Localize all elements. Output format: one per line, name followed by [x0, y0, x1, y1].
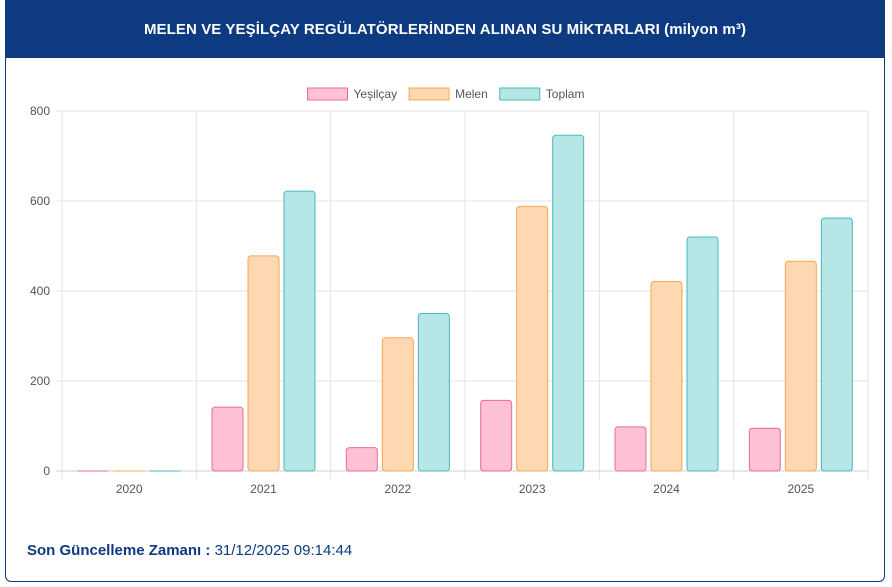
bar-toplam-2021[interactable] — [283, 190, 316, 472]
x-tick-label: 2024 — [653, 482, 680, 496]
y-tick-label: 0 — [43, 464, 50, 478]
legend-swatch-yeşilçay[interactable] — [307, 87, 349, 101]
legend-swatch-toplam[interactable] — [499, 87, 541, 101]
y-tick-label: 600 — [30, 194, 50, 208]
bar-melen-2023[interactable] — [516, 205, 549, 472]
last-update-label: Son Güncelleme Zamanı : — [27, 542, 211, 559]
last-update: Son Güncelleme Zamanı : 31/12/2025 09:14… — [27, 542, 352, 559]
bar-yeşilçay-2021[interactable] — [211, 406, 244, 472]
x-tick-label: 2020 — [116, 482, 143, 496]
x-tick-label: 2025 — [787, 482, 814, 496]
legend-label[interactable]: Toplam — [546, 87, 585, 101]
last-update-value: 31/12/2025 09:14:44 — [214, 542, 353, 559]
bar-melen-2022[interactable] — [381, 337, 414, 472]
chart-grid — [56, 110, 869, 479]
bar-melen-2024[interactable] — [650, 281, 683, 472]
legend-swatch-melen[interactable] — [408, 87, 450, 101]
x-tick-label: 2022 — [384, 482, 411, 496]
bar-series — [77, 134, 853, 472]
chart-header: MELEN VE YEŞİLÇAY REGÜLATÖRLERİNDEN ALIN… — [6, 1, 884, 58]
bar-toplam-2025[interactable] — [820, 217, 853, 472]
bar-toplam-2024[interactable] — [686, 236, 719, 472]
bar-yeşilçay-2023[interactable] — [480, 399, 513, 472]
bar-melen-2025[interactable] — [784, 260, 817, 472]
legend-label[interactable]: Melen — [455, 87, 488, 101]
bar-toplam-2022[interactable] — [417, 313, 450, 472]
bar-toplam-2023[interactable] — [552, 134, 585, 472]
x-tick-label: 2021 — [250, 482, 277, 496]
x-tick-label: 2023 — [519, 482, 546, 496]
y-tick-label: 400 — [30, 284, 50, 298]
y-axis: 0 200 400 600 800 — [30, 104, 50, 478]
y-tick-label: 800 — [30, 104, 50, 118]
bar-yeşilçay-2022[interactable] — [345, 447, 378, 472]
chart-card: MELEN VE YEŞİLÇAY REGÜLATÖRLERİNDEN ALIN… — [5, 0, 885, 582]
y-tick-label: 200 — [30, 374, 50, 388]
bar-yeşilçay-2024[interactable] — [614, 426, 647, 472]
legend-label[interactable]: Yeşilçay — [354, 87, 398, 101]
chart-title: MELEN VE YEŞİLÇAY REGÜLATÖRLERİNDEN ALIN… — [143, 21, 747, 38]
x-axis: 2020 2021 2022 2023 2024 2025 — [56, 470, 868, 496]
chart-legend: Yeşilçay Melen Toplam — [307, 87, 585, 101]
bar-yeşilçay-2025[interactable] — [748, 427, 781, 472]
bar-melen-2021[interactable] — [247, 255, 280, 472]
